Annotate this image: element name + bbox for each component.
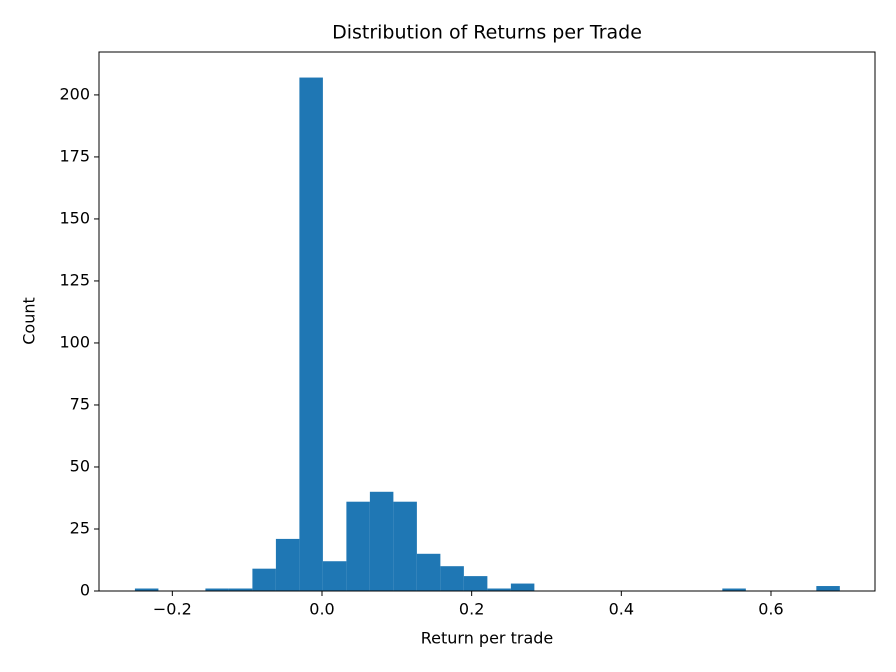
bar [463,576,488,591]
bar [393,501,417,591]
chart-title: Distribution of Returns per Trade [332,22,642,44]
bar [299,77,323,591]
bar [228,588,253,591]
x-axis-label: Return per trade [421,629,554,648]
y-tick-label: 175 [59,146,90,165]
y-tick-label: 25 [70,518,90,537]
x-tick-label: 0.6 [758,600,783,619]
x-tick-label: −0.2 [153,600,192,619]
y-tick-label: 150 [59,208,90,227]
bar [487,588,511,591]
bar [205,588,229,591]
bar [134,588,159,591]
y-tick-label: 50 [70,456,90,475]
bar [816,586,840,591]
y-tick-label: 100 [59,332,90,351]
bar [369,491,394,591]
x-tick-label: 0.2 [459,600,484,619]
y-tick-label: 125 [59,270,90,289]
bar [416,553,441,591]
plot-frame [98,51,876,592]
y-tick-label: 0 [80,581,90,600]
y-axis-label: Count [20,297,39,345]
bar [275,538,300,591]
bar [510,583,535,591]
bar [440,566,464,591]
bar [346,501,370,591]
bar [322,561,347,591]
bar [722,588,746,591]
y-tick-label: 200 [59,84,90,103]
x-tick-label: 0.4 [609,600,634,619]
y-tick-label: 75 [70,394,90,413]
bar [252,568,276,591]
x-tick-label: 0.0 [309,600,334,619]
